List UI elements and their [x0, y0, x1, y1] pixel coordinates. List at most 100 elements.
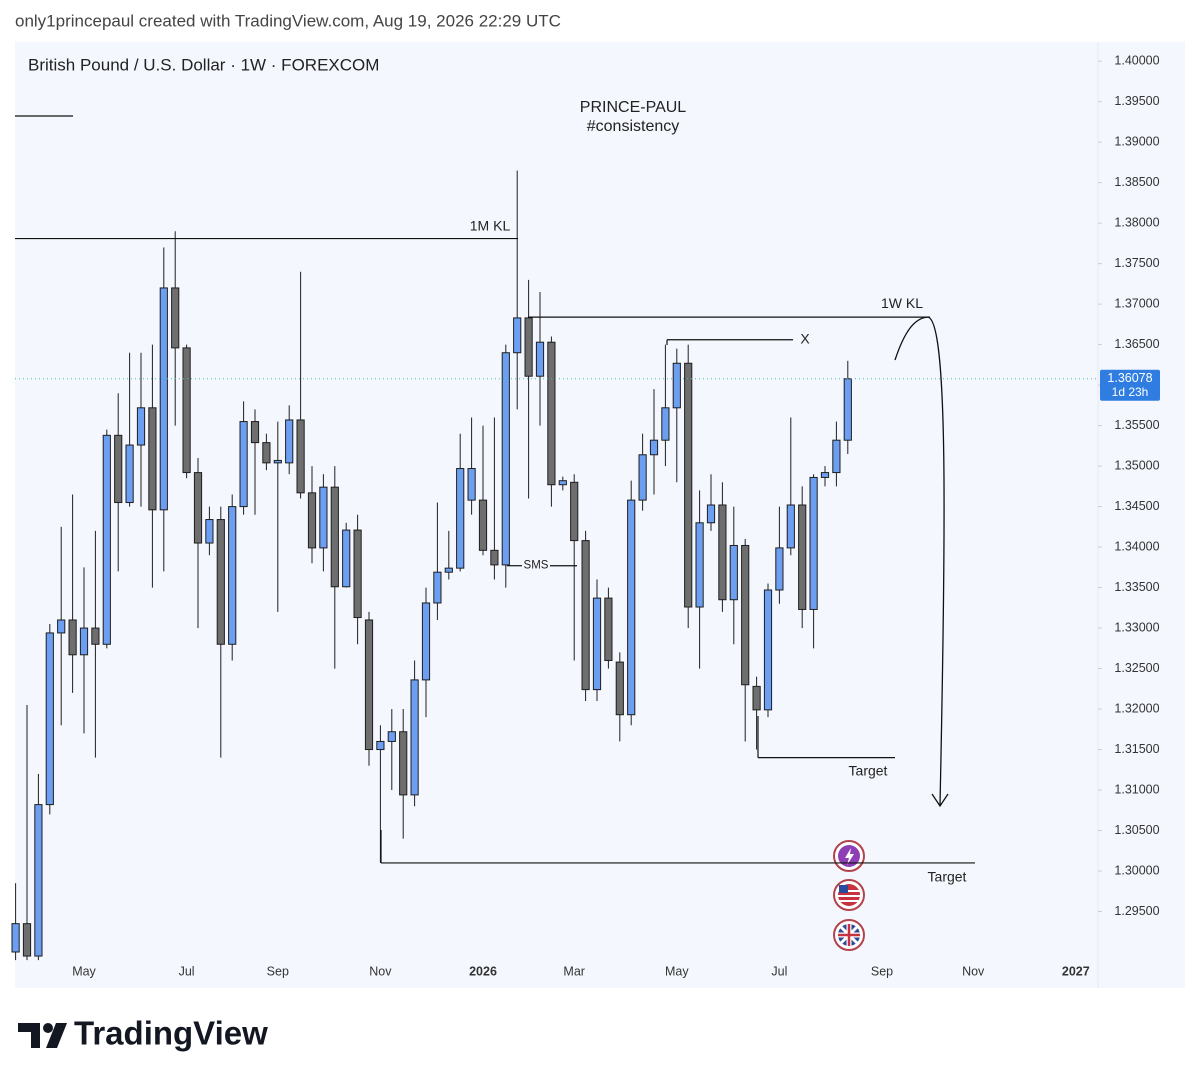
candle-body [364, 619, 374, 751]
countdown-label: 1d 23h [1112, 385, 1149, 399]
candle-body [809, 476, 818, 610]
note: PRINCE-PAUL [580, 99, 686, 116]
candle-body [684, 362, 693, 608]
candle-body [410, 679, 419, 796]
candle-body [706, 504, 716, 524]
candle-body [558, 480, 567, 486]
candle-body [45, 632, 54, 806]
candle-body [490, 549, 499, 566]
candle-body [125, 444, 134, 504]
y-tick-label: 1.37000 [1114, 296, 1159, 310]
candle-body [148, 407, 157, 511]
x-tick-label: May [72, 964, 96, 978]
level-label: X [800, 330, 810, 346]
y-tick-label: 1.38500 [1114, 175, 1159, 189]
candle-body [68, 619, 77, 656]
candle-body [330, 486, 339, 588]
uk-flag-icon [838, 924, 860, 946]
level-label: Target [928, 869, 967, 885]
candle-body [34, 804, 43, 957]
plot-layer [11, 170, 852, 961]
candle-body [615, 661, 624, 716]
candle-body [11, 923, 20, 953]
candle-body [718, 504, 727, 601]
candle-body [467, 468, 476, 501]
candle-body [592, 597, 602, 691]
candle-body [843, 378, 852, 441]
candle-body [79, 627, 89, 656]
level-label: Target [849, 762, 888, 778]
x-tick-label: Sep [871, 964, 893, 978]
candle-body [832, 439, 841, 474]
candle-body [649, 439, 659, 456]
y-tick-label: 1.38000 [1114, 215, 1159, 229]
candle-body [376, 740, 385, 751]
candle-body [216, 519, 225, 645]
candle-body [433, 571, 442, 604]
level-label: 1M KL [470, 217, 511, 233]
candle-body [228, 506, 237, 645]
y-tick-label: 1.30000 [1114, 863, 1159, 877]
candle-body [285, 419, 294, 464]
candle-body [478, 499, 488, 551]
x-tick-label: 2026 [469, 964, 497, 978]
y-tick-label: 1.39000 [1114, 134, 1159, 148]
projection-arrow [894, 316, 949, 808]
logo-shape [43, 1023, 53, 1033]
brand-name: TradingView [74, 1015, 268, 1052]
candle-body [205, 519, 214, 544]
candle-body [547, 341, 556, 486]
candle-body [456, 468, 465, 569]
candle-body [342, 529, 351, 588]
candle-body [387, 731, 396, 742]
candle-body [741, 544, 750, 686]
y-tick-label: 1.32500 [1114, 661, 1159, 675]
price-tag-label: 1.36078 [1107, 371, 1152, 385]
candle-body [524, 317, 533, 377]
x-tick-label: May [665, 964, 689, 978]
y-tick-label: 1.35500 [1114, 418, 1159, 432]
candle-body [91, 627, 100, 645]
event-icon [845, 848, 854, 865]
candle-body [421, 602, 431, 681]
candle-body [513, 317, 522, 354]
candle-body [114, 434, 123, 504]
candle-body [193, 472, 203, 544]
candle-body [250, 421, 260, 444]
chart-panel [15, 42, 1185, 988]
price-tag [1100, 369, 1160, 401]
candle-body [581, 540, 590, 691]
logo-shape [18, 1023, 40, 1048]
candle-body [171, 287, 180, 349]
candle-body [239, 421, 248, 508]
y-tick-label: 1.31500 [1114, 742, 1159, 756]
y-tick-label: 1.29500 [1114, 904, 1159, 918]
candle-body [775, 547, 784, 591]
candle-body [695, 522, 704, 608]
credit: only1princepaul created with TradingView… [15, 11, 561, 30]
x-tick-label: Mar [563, 964, 585, 978]
candle-body [353, 529, 362, 619]
y-tick-label: 1.30500 [1114, 823, 1159, 837]
us-flag-icon [839, 885, 848, 893]
brand-logo [18, 1023, 67, 1048]
candle-body [22, 923, 32, 957]
x-tick-label: Sep [267, 964, 289, 978]
candle-body [786, 504, 795, 549]
candle-body [273, 459, 282, 464]
event-icons [833, 840, 865, 951]
candle-body [672, 362, 681, 409]
candle-body [570, 481, 579, 542]
candle-body [820, 472, 830, 478]
y-tick-label: 1.33500 [1114, 580, 1159, 594]
logo-shape [46, 1023, 67, 1048]
candle-body [307, 492, 317, 549]
candle-body [627, 499, 636, 716]
y-tick-label: 1.32000 [1114, 701, 1159, 715]
note: #consistency [587, 118, 680, 135]
candle-body [752, 685, 761, 711]
candle-body [182, 347, 191, 474]
y-tick-label: 1.40000 [1114, 53, 1159, 67]
